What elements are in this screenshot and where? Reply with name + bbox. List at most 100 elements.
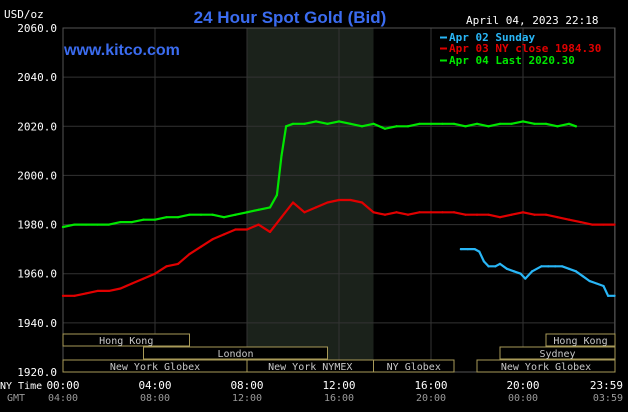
data-point xyxy=(595,282,598,285)
data-point xyxy=(533,213,536,216)
session-bar xyxy=(476,359,616,373)
data-point xyxy=(567,267,571,270)
data-point xyxy=(142,277,145,280)
data-point xyxy=(487,125,490,128)
data-point xyxy=(337,198,341,202)
data-point xyxy=(337,120,341,123)
data-point xyxy=(73,223,76,226)
y-tick-label: 1940.0 xyxy=(17,317,57,330)
data-point xyxy=(498,122,502,125)
y-tick-label: 1920.0 xyxy=(17,366,57,379)
data-point xyxy=(406,213,410,216)
x-tick-label-gmt: 16:00 xyxy=(324,393,354,404)
x-tick-label-ny: 23:59 xyxy=(590,379,623,392)
data-point xyxy=(574,125,578,128)
x-tick-label-ny: 16:00 xyxy=(414,379,447,392)
data-point xyxy=(482,260,485,263)
data-point xyxy=(61,225,65,229)
data-point xyxy=(418,211,421,214)
x-tick-label-gmt: 04:00 xyxy=(48,393,78,404)
data-point xyxy=(561,265,564,268)
y-tick-label: 2000.0 xyxy=(17,169,57,182)
data-point xyxy=(234,213,237,216)
data-point xyxy=(466,248,469,251)
legend-item-apr03: Apr 03 NY close 1984.30 xyxy=(440,42,601,55)
data-point xyxy=(326,122,329,125)
data-point xyxy=(142,218,145,221)
data-point xyxy=(372,211,375,214)
data-point xyxy=(429,122,433,125)
data-point xyxy=(84,292,88,295)
data-point xyxy=(268,230,272,234)
chart-title: 24 Hour Spot Gold (Bid) xyxy=(194,8,387,27)
data-point xyxy=(588,279,591,283)
data-point xyxy=(602,284,605,288)
data-point xyxy=(505,267,508,270)
x-tick-label-ny: 12:00 xyxy=(322,379,355,392)
session-label: New York Globex xyxy=(110,362,200,373)
y-tick-label: 1980.0 xyxy=(17,219,57,232)
session-label: Hong Kong xyxy=(99,336,153,347)
session-bar xyxy=(62,333,190,347)
x-tick-label-gmt: 00:00 xyxy=(508,393,538,404)
data-point xyxy=(199,213,203,216)
data-point xyxy=(556,125,559,128)
data-point xyxy=(188,252,191,256)
data-point xyxy=(475,213,479,216)
data-point xyxy=(567,218,571,221)
legend-item-apr04: Apr 04 Last 2020.30 xyxy=(440,54,575,67)
session-bar xyxy=(499,346,616,360)
data-point xyxy=(510,122,513,125)
x-tick-label-ny: 20:00 xyxy=(506,379,539,392)
data-point xyxy=(222,233,226,236)
legend-item-apr02: Apr 02 Sunday xyxy=(440,31,535,44)
legend-label-apr02: Apr 02 Sunday xyxy=(449,31,535,44)
data-point xyxy=(498,216,502,219)
data-point xyxy=(165,216,168,219)
data-point xyxy=(383,127,387,130)
y-tick-label: 2060.0 xyxy=(17,22,57,35)
x-tick-label-gmt: 12:00 xyxy=(232,393,262,404)
data-point xyxy=(119,221,122,224)
y-tick-label: 2040.0 xyxy=(17,71,57,84)
data-point xyxy=(291,201,295,204)
session-bar xyxy=(545,333,616,347)
data-point xyxy=(280,154,283,157)
legend: Apr 02 Sunday Apr 03 NY close 1984.30 Ap… xyxy=(440,31,601,67)
data-point xyxy=(487,213,490,216)
session-label: New York Globex xyxy=(501,362,591,373)
session-label: London xyxy=(217,349,253,360)
series-line-2 xyxy=(61,120,578,229)
data-point xyxy=(303,122,306,125)
data-point xyxy=(519,272,522,275)
data-point xyxy=(314,120,318,123)
data-point xyxy=(395,125,398,128)
x-tick-label-gmt: 08:00 xyxy=(140,393,170,404)
data-point xyxy=(165,265,168,268)
data-point xyxy=(176,262,180,265)
data-point xyxy=(547,265,550,268)
data-point xyxy=(574,270,578,273)
data-point xyxy=(607,294,610,297)
data-point xyxy=(211,213,214,216)
data-point xyxy=(96,223,99,226)
session-label: Sydney xyxy=(539,349,575,360)
data-point xyxy=(61,294,65,297)
data-point xyxy=(613,223,616,226)
data-point xyxy=(521,211,525,214)
y-tick-label: 2020.0 xyxy=(17,120,57,133)
x-tick-label-gmt: 03:59 xyxy=(593,393,623,404)
y-tick-label: 1960.0 xyxy=(17,268,57,281)
data-point xyxy=(459,248,462,251)
data-point xyxy=(84,223,88,226)
data-point xyxy=(473,248,476,251)
x-tick-label-gmt: 20:00 xyxy=(416,393,446,404)
data-point xyxy=(199,245,203,248)
data-point xyxy=(487,265,490,268)
data-point xyxy=(119,287,122,290)
session-bar xyxy=(143,346,328,360)
data-point xyxy=(579,221,582,224)
data-point xyxy=(602,223,605,226)
data-point xyxy=(429,211,433,214)
session-label: New York NYMEX xyxy=(268,362,352,373)
